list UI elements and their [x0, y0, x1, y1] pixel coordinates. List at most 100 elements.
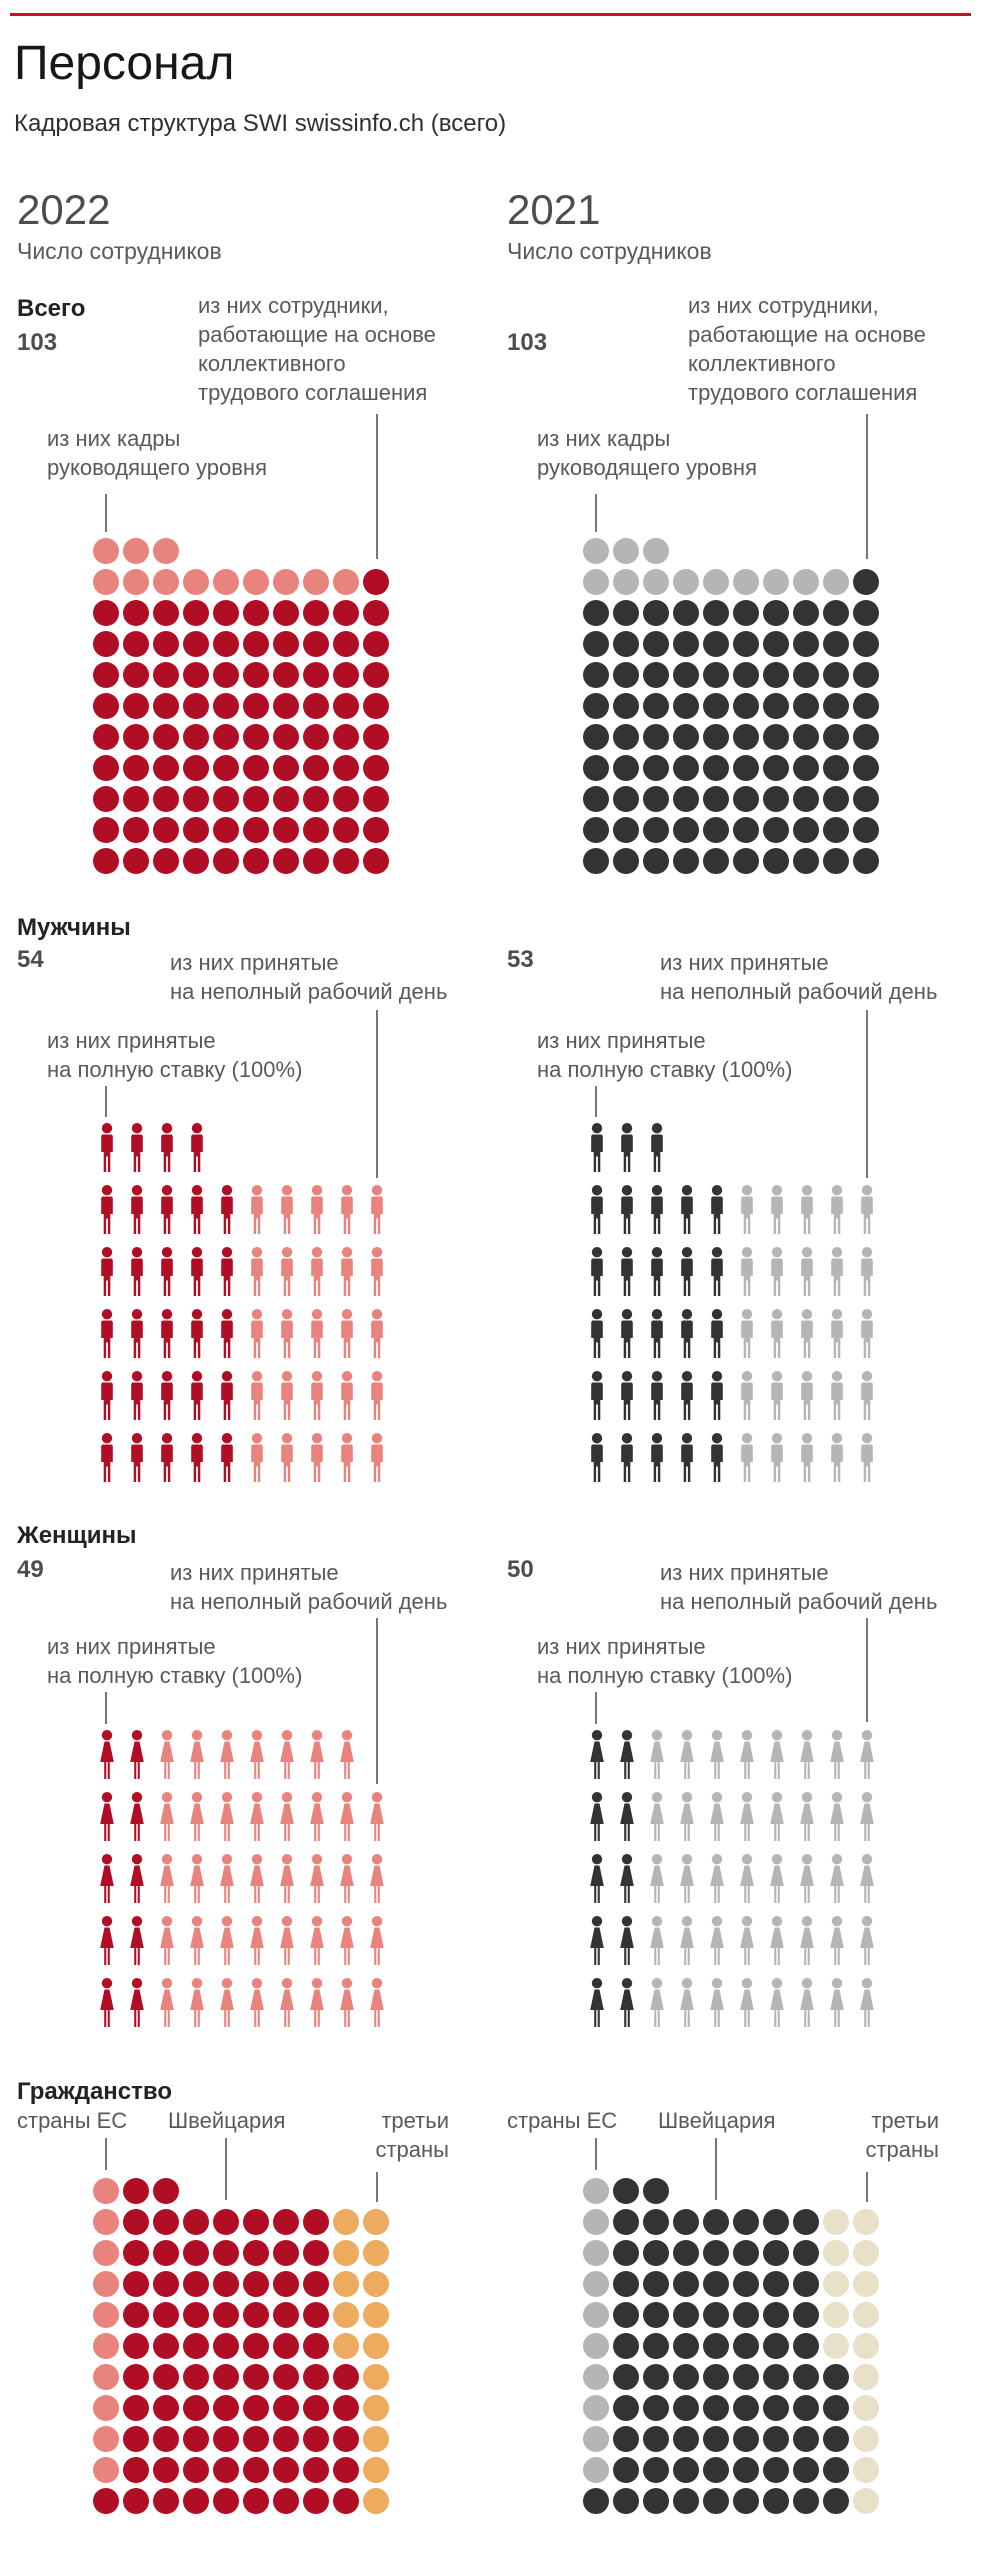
dot: [733, 2488, 759, 2514]
dot: [763, 2426, 789, 2452]
dot: [763, 2240, 789, 2266]
female-person-icon: [340, 1916, 354, 1965]
dot: [703, 724, 729, 750]
pictogram-row: [97, 1433, 387, 1483]
female-person-icon: [710, 1916, 724, 1965]
male-person-icon: [831, 1247, 843, 1296]
female-person-icon: [770, 1854, 784, 1903]
dot: [703, 569, 729, 595]
pictogram-row: [93, 724, 389, 750]
dot: [93, 600, 119, 626]
pointer-ch-2021: [715, 2138, 717, 2200]
dot: [793, 2457, 819, 2483]
dot: [243, 2364, 269, 2390]
dot: [333, 786, 359, 812]
male-person-icon: [311, 1309, 323, 1358]
dot: [733, 2209, 759, 2235]
dot: [333, 2395, 359, 2421]
dot: [123, 817, 149, 843]
male-person-icon: [771, 1185, 783, 1234]
dot: [363, 600, 389, 626]
dot: [613, 569, 639, 595]
dot: [613, 2209, 639, 2235]
male-person-icon: [161, 1247, 173, 1296]
pictogram-row: [587, 1433, 877, 1483]
male-person-icon: [131, 1247, 143, 1296]
female-person-icon: [130, 1854, 144, 1903]
dot: [183, 2488, 209, 2514]
female-person-icon: [680, 1916, 694, 1965]
label-fulltime-women-2021: из них принятые на полную ставку (100%): [537, 1634, 793, 1688]
dot: [583, 2488, 609, 2514]
male-person-icon: [101, 1371, 113, 1420]
dot: [123, 2302, 149, 2328]
dot: [333, 569, 359, 595]
dot: [213, 2488, 239, 2514]
pictogram-row: [583, 2209, 879, 2235]
female-person-icon: [590, 1730, 604, 1779]
dot: [183, 2209, 209, 2235]
dot: [703, 600, 729, 626]
dot: [823, 2395, 849, 2421]
male-person-icon: [221, 1185, 233, 1234]
pointer-fulltime-men-2021: [595, 1086, 597, 1117]
label-third-2022: третьи страны: [375, 2108, 449, 2162]
female-person-icon: [220, 1916, 234, 1965]
dot: [823, 631, 849, 657]
female-person-icon: [190, 1854, 204, 1903]
dot: [643, 2488, 669, 2514]
pictogram-row: [583, 631, 879, 657]
male-person-icon: [711, 1247, 723, 1296]
dot: [763, 600, 789, 626]
dot: [303, 2240, 329, 2266]
female-person-icon: [800, 1978, 814, 2027]
dot: [123, 662, 149, 688]
male-person-icon: [221, 1247, 233, 1296]
label-parttime-women-2021: из них принятые на неполный рабочий день: [660, 1560, 938, 1614]
female-person-icon: [830, 1916, 844, 1965]
dot: [303, 693, 329, 719]
dot: [793, 631, 819, 657]
dot: [243, 600, 269, 626]
female-person-icon: [800, 1854, 814, 1903]
dot: [243, 755, 269, 781]
dot: [243, 2271, 269, 2297]
dot: [703, 631, 729, 657]
pictogram-women-2021: [587, 1730, 877, 2040]
dot: [793, 786, 819, 812]
pictogram-row: [93, 2333, 389, 2359]
dot: [643, 2240, 669, 2266]
male-person-icon: [741, 1185, 753, 1234]
female-person-icon: [590, 1854, 604, 1903]
male-person-icon: [771, 1371, 783, 1420]
dot: [583, 755, 609, 781]
dot: [363, 2209, 389, 2235]
women-value-2021: 50: [507, 1556, 534, 1583]
dot: [93, 2488, 119, 2514]
dot: [673, 600, 699, 626]
top-rule: [10, 13, 971, 16]
dot: [793, 2488, 819, 2514]
female-person-icon: [310, 1792, 324, 1841]
male-person-icon: [591, 1309, 603, 1358]
dot: [153, 2457, 179, 2483]
dot: [363, 724, 389, 750]
dot: [733, 2240, 759, 2266]
dot: [703, 2209, 729, 2235]
section-title-total: Всего: [17, 295, 86, 322]
pictogram-row: [93, 2488, 389, 2514]
dot: [673, 631, 699, 657]
dot: [793, 2364, 819, 2390]
male-person-icon: [621, 1433, 633, 1482]
female-person-icon: [650, 1792, 664, 1841]
dot: [183, 569, 209, 595]
female-person-icon: [160, 1730, 174, 1779]
dot: [763, 569, 789, 595]
dot: [853, 569, 879, 595]
dot: [183, 2395, 209, 2421]
dot: [93, 724, 119, 750]
dot: [333, 724, 359, 750]
male-person-icon: [131, 1433, 143, 1482]
male-person-icon: [341, 1309, 353, 1358]
dot: [363, 786, 389, 812]
